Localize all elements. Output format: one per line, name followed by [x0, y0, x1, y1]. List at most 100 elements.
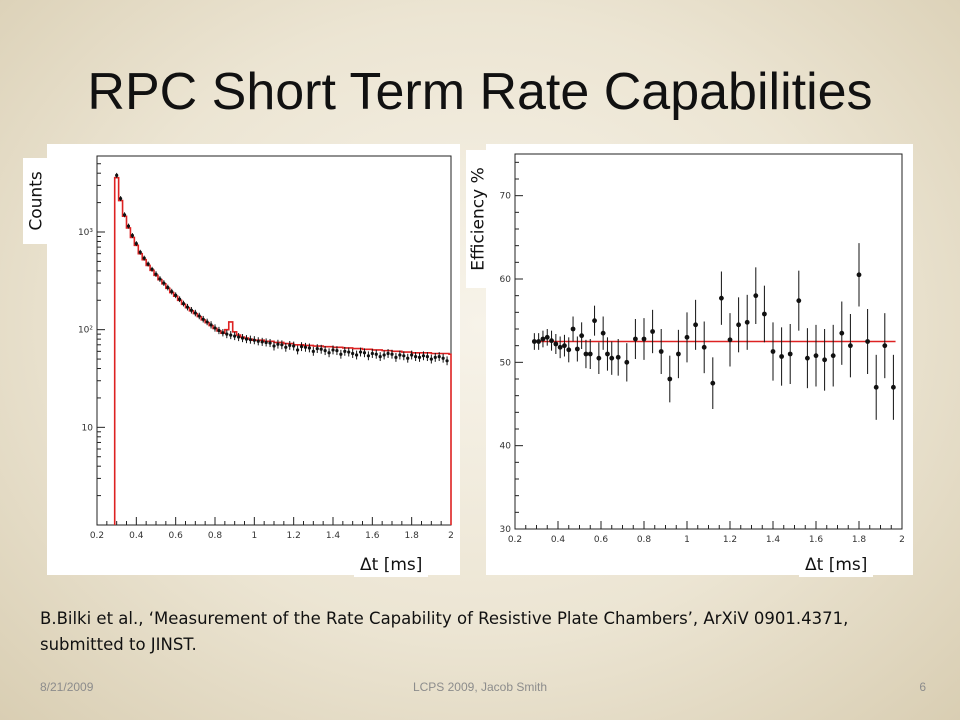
counts-data-point: [233, 334, 237, 338]
counts-x-tick-label: 1.8: [405, 531, 420, 541]
efficiency-x-tick-label: 0.6: [594, 535, 609, 545]
efficiency-data-point: [553, 341, 559, 347]
efficiency-y-tick-label: 50: [500, 358, 512, 368]
counts-data-point: [221, 331, 225, 335]
efficiency-data-point: [641, 336, 647, 342]
efficiency-data-point: [676, 351, 681, 357]
counts-data-point: [311, 349, 315, 353]
counts-data-point: [130, 233, 134, 238]
counts-data-point: [445, 359, 449, 363]
efficiency-x-tick-label: 2: [899, 535, 905, 545]
efficiency-data-point: [753, 293, 759, 299]
counts-data-point: [421, 354, 426, 358]
footer-date: 8/21/2009: [40, 680, 94, 694]
efficiency-data-point: [805, 355, 810, 361]
efficiency-data-point: [596, 355, 602, 361]
counts-data-point: [197, 314, 201, 318]
counts-data-point: [166, 285, 170, 290]
counts-data-point: [386, 351, 390, 356]
efficiency-y-tick-label: 40: [500, 442, 512, 452]
counts-data-point: [331, 348, 335, 352]
counts-data-point: [272, 344, 276, 348]
counts-data-point: [343, 349, 347, 353]
efficiency-data-point: [624, 359, 630, 365]
counts-data-point: [248, 338, 252, 342]
counts-data-point: [268, 341, 272, 345]
footer-page-number: 6: [919, 680, 926, 694]
counts-data-point: [260, 340, 264, 344]
counts-data-point: [355, 353, 359, 357]
efficiency-data-point: [536, 339, 542, 344]
efficiency-data-point: [531, 339, 537, 344]
counts-data-point: [174, 293, 178, 297]
counts-data-point: [292, 344, 296, 348]
efficiency-chart: 0.2 0.4 0.6 0.8 1 1.2 1.4 1.6 1.8 2 30 40 50 60 70: [500, 153, 905, 545]
counts-data-point: [181, 301, 186, 306]
efficiency-data-point: [667, 376, 673, 382]
counts-data-point: [335, 349, 339, 353]
efficiency-data-point: [658, 349, 664, 354]
counts-data-point: [244, 337, 249, 341]
counts-data-point: [138, 250, 142, 254]
counts-x-tick-label: 0.2: [90, 531, 104, 541]
counts-data-point: [414, 354, 418, 359]
efficiency-data-point: [813, 353, 819, 359]
counts-plot-frame: [96, 155, 452, 526]
counts-data-point: [154, 272, 158, 276]
efficiency-x-tick-label: 1.6: [809, 535, 824, 545]
counts-x-tick-label: 0.6: [169, 531, 184, 541]
efficiency-data-point: [873, 384, 879, 390]
efficiency-data-point: [605, 351, 610, 357]
efficiency-data-point: [770, 349, 776, 354]
efficiency-data-point: [848, 343, 853, 349]
slide-title: RPC Short Term Rate Capabilities: [87, 63, 873, 121]
counts-x-tick-label: 2: [448, 531, 454, 541]
counts-data-point: [406, 356, 410, 360]
counts-data-point: [429, 357, 433, 361]
counts-chart-panel: 0.2 0.4 0.6 0.8 1 1.2 1.4 1.6 1.8 2 10 10² 10³: [47, 144, 460, 575]
counts-data-point: [398, 353, 402, 357]
counts-y-tick-label: 10: [82, 423, 94, 433]
counts-data-point: [433, 355, 437, 360]
counts-data-point: [142, 256, 146, 260]
counts-data-point: [240, 336, 245, 340]
counts-data-point: [126, 224, 131, 228]
counts-y-tick-label: 10³: [78, 228, 93, 238]
counts-data-point: [351, 351, 355, 356]
counts-data-point: [115, 173, 119, 177]
counts-data-point: [256, 339, 260, 343]
counts-data-point: [441, 356, 445, 360]
counts-data-point: [296, 348, 300, 352]
efficiency-x-tick-label: 1: [684, 535, 690, 545]
counts-data-point: [284, 345, 288, 349]
efficiency-data-point: [891, 384, 896, 390]
efficiency-data-point: [650, 329, 655, 334]
efficiency-data-point: [787, 351, 793, 357]
counts-data-point: [339, 352, 343, 356]
counts-data-point: [323, 349, 327, 353]
efficiency-axis-label: Efficiency %: [469, 167, 490, 271]
counts-x-tick-label: 1.4: [326, 531, 341, 541]
counts-data-point: [280, 343, 284, 347]
counts-data-point: [276, 342, 280, 346]
efficiency-chart-panel: 0.2 0.4 0.6 0.8 1 1.2 1.4 1.6 1.8 2 30 40 50 60 70: [486, 144, 913, 575]
efficiency-data-point: [600, 330, 606, 336]
counts-data-point: [185, 305, 190, 309]
efficiency-data-point: [719, 295, 724, 301]
efficiency-data-point: [592, 318, 597, 324]
counts-data-point: [402, 354, 406, 358]
efficiency-data-point: [579, 333, 585, 339]
efficiency-axis-label-box: Efficiency %: [466, 150, 492, 288]
counts-data-point: [303, 345, 308, 349]
efficiency-data-point: [693, 322, 698, 328]
counts-data-point: [437, 354, 441, 359]
efficiency-x-tick-label: 1.4: [766, 535, 781, 545]
counts-data-point: [201, 317, 205, 321]
counts-data-point: [299, 345, 304, 349]
counts-data-point: [158, 277, 162, 281]
counts-data-point: [264, 340, 268, 345]
citation-text: B.Bilki et al., ‘Measurement of the Rate…: [40, 609, 849, 654]
efficiency-data-point: [796, 298, 802, 304]
efficiency-x-tick-label: 0.8: [637, 535, 652, 545]
counts-fit-line: [113, 176, 452, 525]
